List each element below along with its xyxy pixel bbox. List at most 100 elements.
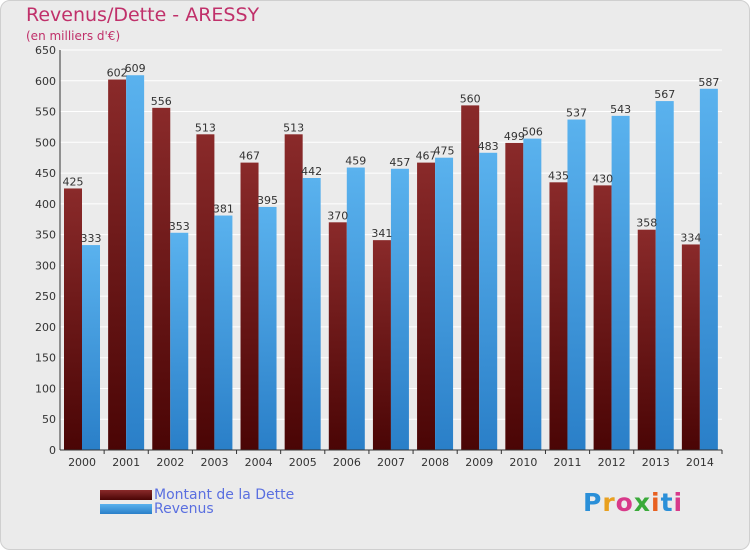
bar-revenue — [655, 101, 674, 451]
y-tick-label: 100 — [35, 382, 56, 395]
data-label-revenue: 567 — [654, 88, 675, 101]
data-label-debt: 513 — [283, 121, 304, 134]
x-tick-label: 2012 — [598, 456, 626, 469]
data-label-debt: 467 — [239, 150, 260, 163]
bar-debt — [328, 222, 347, 450]
data-label-revenue: 475 — [434, 145, 455, 158]
y-tick-label: 600 — [35, 75, 56, 88]
y-tick-label: 500 — [35, 136, 56, 149]
bar-revenue — [699, 88, 718, 451]
bar-revenue — [302, 178, 321, 450]
bar-revenue — [126, 75, 145, 450]
x-tick-label: 2004 — [245, 456, 273, 469]
bar-debt — [284, 134, 303, 451]
data-label-debt: 430 — [592, 172, 613, 185]
y-tick-label: 550 — [35, 106, 56, 119]
proxiti-logo: Proxiti — [583, 488, 683, 517]
data-label-debt: 435 — [548, 169, 569, 182]
bar-revenue — [523, 138, 542, 450]
x-tick-label: 2009 — [465, 456, 493, 469]
x-tick-label: 2014 — [686, 456, 714, 469]
data-label-debt: 467 — [416, 150, 437, 163]
x-tick-label: 2011 — [554, 456, 582, 469]
data-label-debt: 358 — [636, 217, 657, 230]
legend-label-revenue: Revenus — [154, 501, 214, 517]
bar-revenue — [390, 168, 409, 450]
x-tick-label: 2013 — [642, 456, 670, 469]
x-tick-label: 2006 — [333, 456, 361, 469]
bar-revenue — [611, 115, 630, 450]
data-label-revenue: 457 — [389, 156, 410, 169]
data-label-debt: 341 — [371, 227, 392, 240]
x-tick-label: 2005 — [289, 456, 317, 469]
logo-letter: t — [660, 488, 674, 517]
x-tick-label: 2008 — [421, 456, 449, 469]
data-label-revenue: 543 — [610, 103, 631, 116]
legend-label-debt: Montant de la Dette — [154, 487, 295, 503]
bar-debt — [681, 244, 700, 450]
legend-item-debt: Montant de la Dette — [100, 487, 294, 503]
y-tick-label: 0 — [49, 444, 56, 457]
data-label-revenue: 381 — [213, 203, 234, 216]
bar-revenue — [567, 119, 586, 451]
logo-letter: o — [615, 488, 634, 517]
bar-debt — [372, 240, 391, 450]
data-label-debt: 370 — [327, 209, 348, 222]
bar-debt — [152, 107, 171, 450]
y-tick-label: 200 — [35, 321, 56, 334]
x-tick-label: 2010 — [509, 456, 537, 469]
y-tick-label: 350 — [35, 229, 56, 242]
data-label-revenue: 587 — [698, 76, 719, 89]
bar-debt — [637, 229, 656, 450]
data-label-debt: 602 — [107, 67, 128, 80]
y-tick-label: 400 — [35, 198, 56, 211]
logo-letter: i — [651, 488, 661, 517]
x-tick-label: 2007 — [377, 456, 405, 469]
bar-debt — [505, 142, 524, 450]
bar-revenue — [82, 245, 100, 450]
logo-letter: P — [583, 488, 603, 517]
bar-debt — [240, 162, 259, 450]
bar-revenue — [258, 206, 277, 450]
chart-subtitle: (en milliers d'€) — [26, 29, 121, 43]
bar-debt — [593, 185, 612, 450]
x-tick-label: 2002 — [156, 456, 184, 469]
data-label-revenue: 442 — [301, 165, 322, 178]
bar-debt — [196, 134, 215, 451]
y-tick-label: 650 — [35, 44, 56, 57]
y-tick-label: 150 — [35, 352, 56, 365]
data-label-debt: 560 — [460, 92, 481, 105]
logo-letter: i — [673, 488, 684, 517]
x-tick-label: 2001 — [112, 456, 140, 469]
data-label-revenue: 483 — [478, 140, 499, 153]
x-tick-label: 2003 — [200, 456, 228, 469]
data-label-revenue: 353 — [169, 220, 190, 233]
bar-revenue — [479, 152, 498, 450]
data-label-debt: 334 — [680, 231, 701, 244]
chart-title: Revenus/Dette - ARESSY — [26, 4, 260, 26]
bar-debt — [64, 188, 82, 450]
data-label-revenue: 459 — [345, 155, 366, 168]
bar-debt — [461, 105, 480, 450]
bar-revenue — [170, 232, 189, 450]
legend-swatch-revenue — [100, 504, 152, 514]
data-label-revenue: 506 — [522, 126, 543, 139]
logo-letter: x — [633, 488, 651, 517]
y-tick-label: 450 — [35, 167, 56, 180]
data-label-revenue: 537 — [566, 107, 587, 120]
y-tick-label: 50 — [42, 413, 56, 426]
legend-item-revenue: Revenus — [100, 501, 214, 517]
y-tick-label: 250 — [35, 290, 56, 303]
data-label-revenue: 333 — [81, 232, 102, 245]
bar-revenue — [214, 215, 233, 450]
legend-swatch-debt — [100, 490, 152, 500]
data-label-debt: 499 — [504, 130, 525, 143]
data-label-revenue: 609 — [125, 62, 146, 75]
x-tick-label: 2000 — [68, 456, 96, 469]
logo-letter: r — [602, 488, 616, 517]
bar-revenue — [346, 167, 365, 451]
data-label-debt: 425 — [63, 175, 84, 188]
y-tick-label: 300 — [35, 259, 56, 272]
bar-debt — [417, 162, 436, 450]
